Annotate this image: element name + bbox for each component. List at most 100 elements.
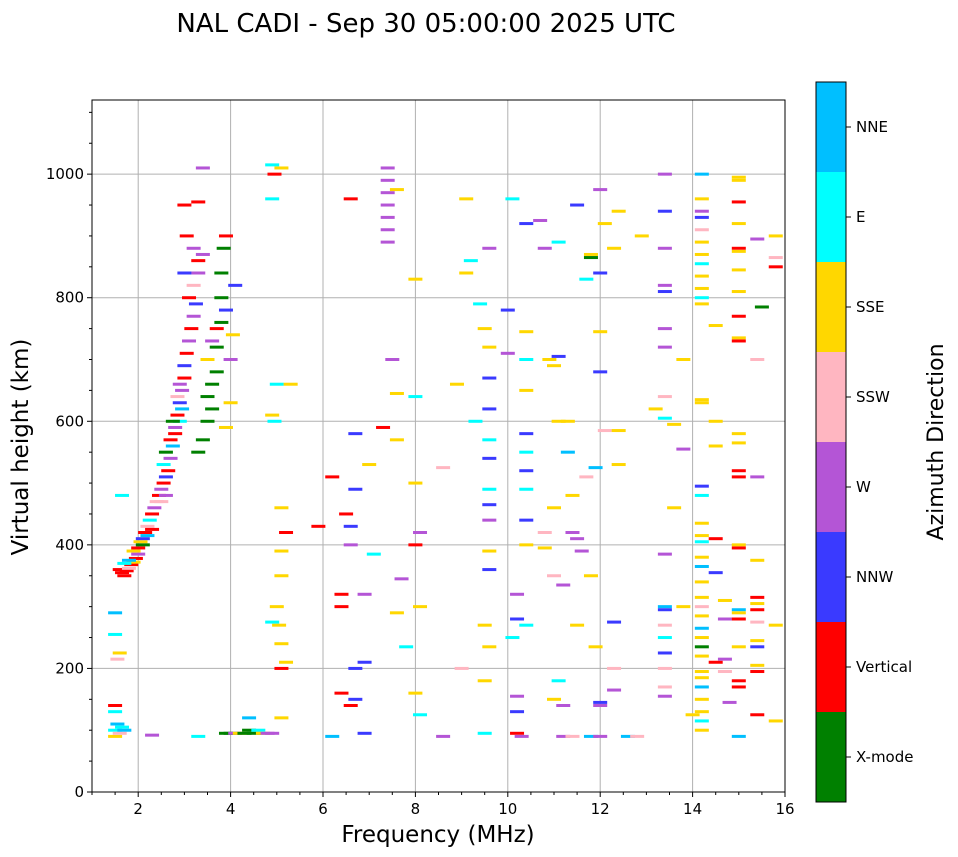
data-point — [694, 580, 709, 584]
data-point — [579, 277, 594, 281]
data-point — [357, 660, 372, 664]
data-point — [717, 670, 732, 674]
data-point — [163, 456, 178, 460]
data-point — [184, 327, 199, 331]
data-point — [140, 534, 155, 538]
data-point — [482, 645, 497, 649]
data-point — [274, 166, 289, 170]
data-point — [657, 283, 672, 287]
data-point — [246, 731, 261, 735]
data-point — [454, 666, 469, 670]
data-point — [394, 577, 409, 581]
data-point — [274, 549, 289, 553]
data-point — [583, 574, 598, 578]
data-point — [138, 531, 153, 534]
data-point — [473, 302, 488, 306]
data-point — [694, 197, 709, 201]
data-point — [556, 734, 571, 738]
data-point — [657, 552, 672, 556]
colorbar-tick-label: W — [856, 478, 871, 496]
data-point — [768, 623, 783, 627]
data-point — [343, 524, 358, 528]
x-axis-ticks: 2 4 6 8 10 12 14 16 — [91, 792, 795, 818]
data-point — [126, 560, 141, 564]
data-point — [731, 475, 746, 479]
data-point — [731, 645, 746, 649]
data-point — [348, 432, 363, 436]
data-point — [694, 296, 709, 300]
data-point — [168, 425, 183, 429]
data-point — [657, 605, 672, 609]
data-point — [112, 651, 127, 655]
data-point — [175, 407, 190, 411]
data-point — [131, 552, 146, 556]
data-point — [482, 456, 497, 460]
data-point — [768, 265, 783, 269]
data-point — [731, 200, 746, 204]
data-point — [579, 475, 594, 479]
data-point — [156, 481, 171, 485]
x-tick-label: 12 — [591, 800, 610, 818]
data-point — [380, 191, 395, 195]
data-point — [117, 574, 132, 578]
data-point — [108, 632, 123, 636]
x-tick-label: 16 — [775, 800, 794, 818]
data-point — [657, 636, 672, 640]
data-point — [214, 296, 229, 300]
data-point — [218, 425, 233, 429]
data-point — [750, 558, 765, 562]
data-points — [108, 163, 783, 738]
data-point — [482, 376, 497, 380]
data-point — [694, 209, 709, 213]
data-point — [768, 256, 783, 260]
data-point — [218, 234, 233, 238]
data-point — [750, 670, 765, 674]
data-point — [694, 286, 709, 290]
data-point — [172, 401, 187, 405]
data-point — [731, 268, 746, 272]
data-point — [685, 713, 700, 717]
colorbar-segment — [816, 442, 846, 532]
data-point — [214, 320, 229, 324]
colorbar-segment — [816, 82, 846, 172]
data-point — [634, 234, 649, 238]
data-point — [722, 700, 737, 704]
data-point — [593, 330, 608, 334]
x-tick-label: 8 — [411, 800, 421, 818]
data-point — [205, 407, 220, 411]
data-point — [158, 450, 173, 454]
data-point — [343, 197, 358, 201]
data-point — [334, 592, 349, 596]
data-point — [731, 175, 746, 179]
data-point — [694, 228, 709, 232]
data-point — [156, 463, 171, 467]
data-point — [565, 531, 580, 534]
data-point — [694, 626, 709, 630]
data-point — [195, 438, 210, 442]
data-point — [343, 543, 358, 547]
data-point — [436, 734, 451, 738]
data-point — [750, 645, 765, 649]
data-point — [186, 314, 201, 318]
data-point — [519, 388, 534, 392]
data-point — [147, 506, 162, 510]
data-point — [182, 339, 197, 343]
data-point — [510, 710, 525, 714]
data-point — [366, 552, 381, 556]
data-point — [708, 419, 723, 423]
data-point — [657, 685, 672, 689]
y-tick-label: 0 — [74, 783, 84, 801]
x-tick-label: 4 — [226, 800, 236, 818]
data-point — [265, 620, 280, 624]
data-point — [731, 608, 746, 612]
data-point — [731, 685, 746, 689]
data-point — [177, 376, 192, 380]
data-point — [607, 620, 622, 624]
data-point — [657, 290, 672, 294]
data-point — [274, 642, 289, 646]
colorbar-tick-label: NNE — [856, 118, 888, 136]
data-point — [145, 527, 160, 531]
colorbar-tick-label: NNW — [856, 568, 893, 586]
data-point — [537, 246, 552, 250]
data-point — [357, 592, 372, 596]
